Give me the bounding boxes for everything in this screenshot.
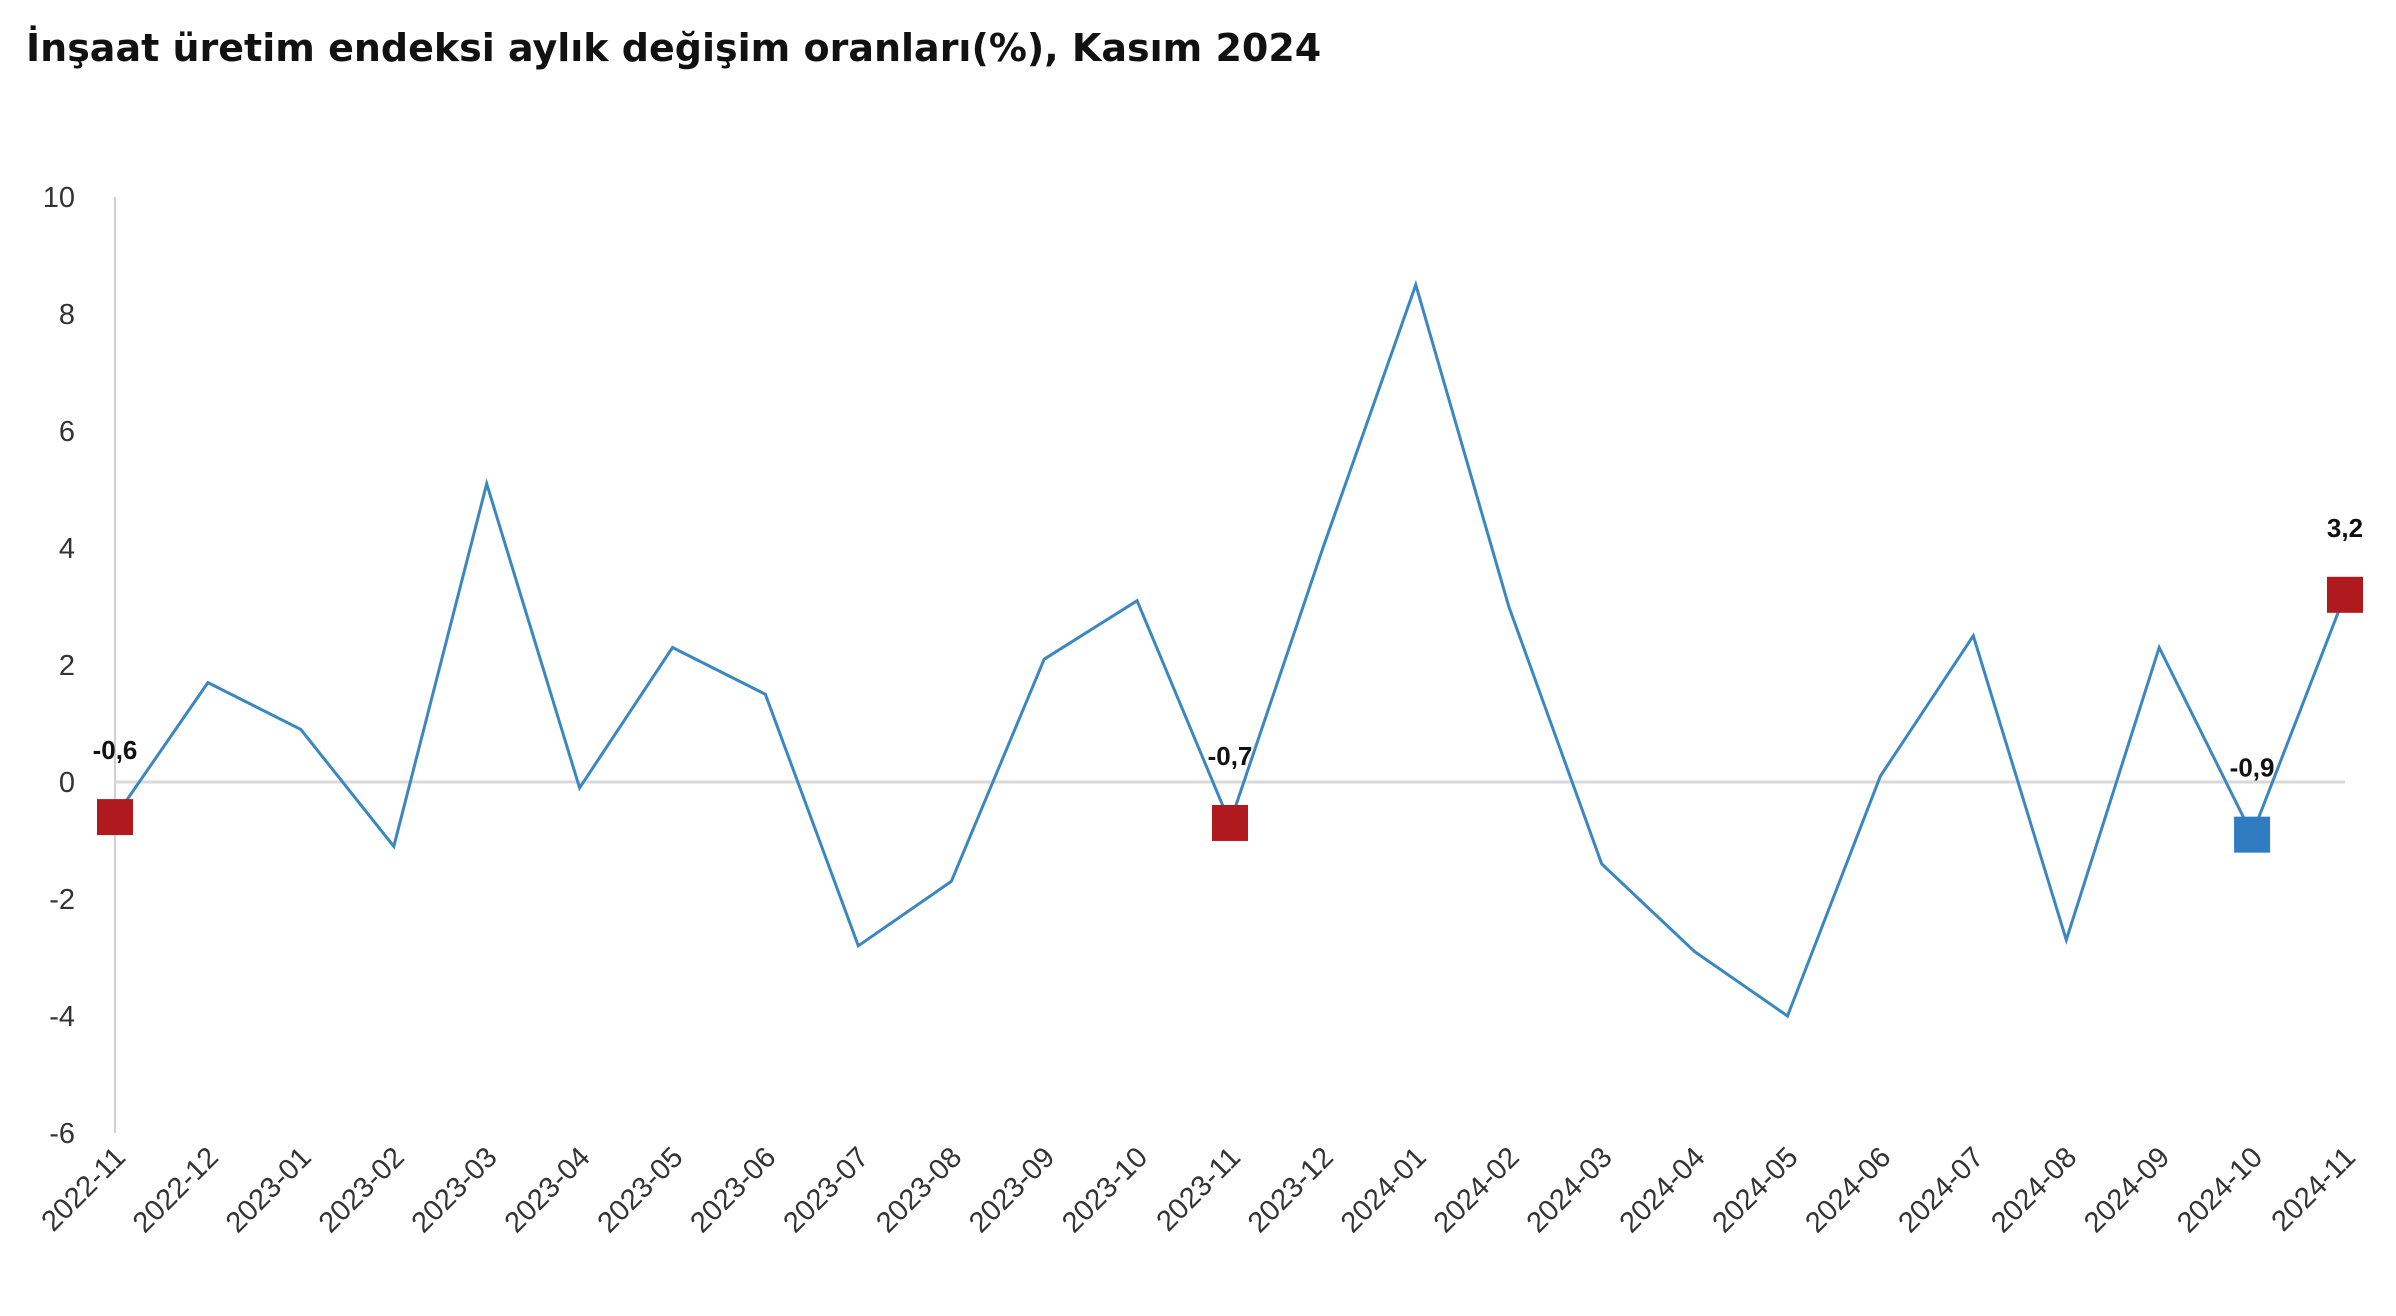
x-axis-ticks: 2022-112022-122023-012023-022023-032023-… bbox=[36, 1141, 2362, 1239]
y-tick-label: -6 bbox=[49, 1118, 75, 1150]
y-tick-label: -2 bbox=[49, 884, 75, 916]
x-tick-label: 2024-01 bbox=[1335, 1141, 1433, 1239]
x-tick-label: 2024-08 bbox=[1985, 1141, 2083, 1239]
x-tick-label: 2022-12 bbox=[127, 1141, 225, 1239]
x-tick-label: 2022-11 bbox=[36, 1141, 132, 1237]
highlight-marker bbox=[1212, 804, 1248, 841]
x-tick-label: 2023-05 bbox=[592, 1141, 690, 1239]
series-line bbox=[113, 279, 2347, 1019]
data-label: -0,6 bbox=[93, 735, 138, 765]
x-tick-label: 2023-06 bbox=[684, 1141, 782, 1239]
x-tick-label: 2024-04 bbox=[1614, 1141, 1712, 1239]
highlight-marker bbox=[2234, 816, 2271, 853]
y-tick-label: 2 bbox=[59, 650, 75, 682]
data-label: 3,2 bbox=[2327, 513, 2363, 543]
x-tick-label: 2024-05 bbox=[1707, 1141, 1805, 1239]
y-tick-label: 6 bbox=[59, 416, 75, 448]
x-tick-label: 2023-07 bbox=[777, 1141, 875, 1239]
data-labels: -0,6 -0,7 -0,9 3,2 bbox=[93, 513, 2363, 783]
x-tick-label: 2023-01 bbox=[220, 1141, 318, 1239]
x-tick-label: 2023-10 bbox=[1056, 1141, 1154, 1239]
x-tick-label: 2024-06 bbox=[1799, 1141, 1897, 1239]
highlight-marker bbox=[97, 799, 133, 836]
x-tick-label: 2023-11 bbox=[1151, 1141, 1247, 1237]
y-tick-label: 4 bbox=[59, 533, 75, 565]
data-label: -0,7 bbox=[1208, 741, 1253, 771]
y-tick-label: 0 bbox=[59, 767, 75, 799]
x-tick-label: 2023-12 bbox=[1242, 1141, 1340, 1239]
x-tick-label: 2024-07 bbox=[1892, 1141, 1990, 1239]
y-tick-label: 8 bbox=[59, 299, 75, 331]
x-tick-label: 2023-08 bbox=[870, 1141, 968, 1239]
x-tick-label: 2024-10 bbox=[2171, 1141, 2269, 1239]
x-tick-label: 2023-03 bbox=[406, 1141, 504, 1239]
x-tick-label: 2023-09 bbox=[963, 1141, 1061, 1239]
x-tick-label: 2024-09 bbox=[2078, 1141, 2176, 1239]
x-tick-label: 2023-04 bbox=[499, 1141, 597, 1239]
highlight-marker bbox=[2327, 576, 2363, 613]
y-tick-label: 10 bbox=[43, 182, 75, 214]
x-tick-label: 2024-03 bbox=[1521, 1141, 1619, 1239]
highlight-markers bbox=[97, 576, 2363, 853]
chart-axes bbox=[114, 197, 2345, 1133]
y-axis-ticks: 10 8 6 4 2 0 -2 -4 -6 bbox=[43, 182, 75, 1150]
y-tick-label: -4 bbox=[49, 1001, 75, 1033]
data-label: -0,9 bbox=[2230, 753, 2275, 783]
x-tick-label: 2024-11 bbox=[2266, 1141, 2362, 1237]
x-tick-label: 2024-02 bbox=[1428, 1141, 1526, 1239]
series-layer bbox=[113, 279, 2347, 1019]
x-tick-label: 2023-02 bbox=[313, 1141, 411, 1239]
chart-title: İnşaat üretim endeksi aylık değişim oran… bbox=[26, 26, 1322, 70]
